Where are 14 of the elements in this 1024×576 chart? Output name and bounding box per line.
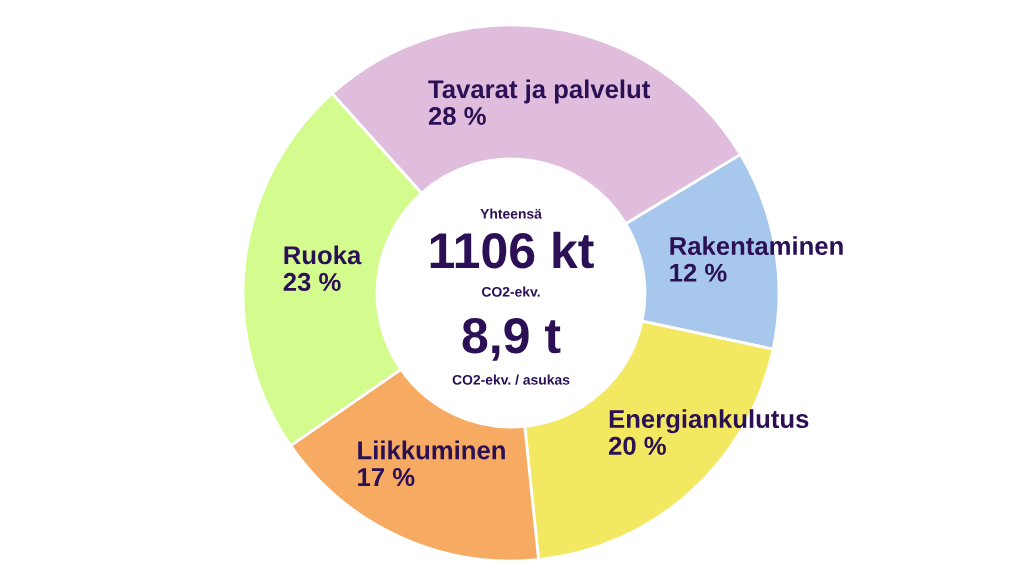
text: CO2-ekv. / asukas bbox=[452, 374, 570, 385]
slice-label: Ruoka bbox=[284, 245, 362, 265]
data-label: 23 % bbox=[283, 272, 341, 292]
data-label: 28 % bbox=[428, 106, 486, 126]
text: 8,9 t bbox=[462, 318, 561, 361]
data-label: 20 % bbox=[608, 436, 666, 455]
text: Yhteensä bbox=[480, 208, 542, 219]
slice-label: Tavarat ja palvelut bbox=[428, 79, 650, 104]
slice-label: Liikkuminen bbox=[358, 440, 505, 460]
slice-label: Rakentaminen bbox=[670, 236, 843, 256]
text: CO2-ekv. bbox=[481, 286, 540, 297]
data-label: 17 % bbox=[358, 468, 415, 487]
data-label: 12 % bbox=[670, 263, 727, 282]
text: 1106 kt bbox=[430, 231, 594, 269]
